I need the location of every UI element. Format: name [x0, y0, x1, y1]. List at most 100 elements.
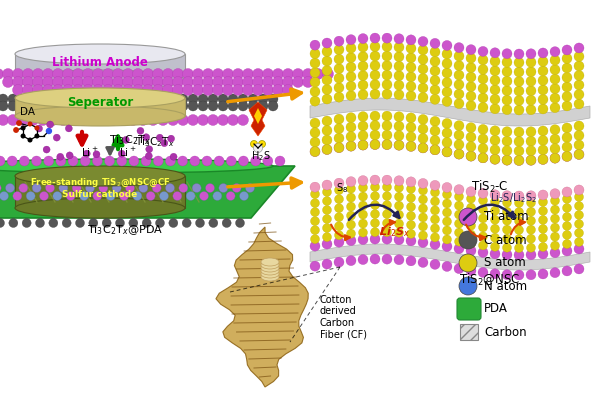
Circle shape	[253, 69, 263, 79]
Circle shape	[562, 101, 572, 111]
Circle shape	[370, 61, 380, 71]
Circle shape	[167, 114, 179, 125]
Circle shape	[562, 72, 572, 83]
Circle shape	[152, 183, 161, 193]
Circle shape	[538, 154, 548, 164]
Circle shape	[152, 77, 163, 87]
Circle shape	[431, 197, 439, 206]
Circle shape	[23, 69, 34, 79]
Circle shape	[88, 94, 98, 104]
Circle shape	[502, 95, 512, 105]
Circle shape	[394, 90, 404, 100]
Circle shape	[539, 197, 548, 206]
Circle shape	[526, 86, 536, 96]
Circle shape	[133, 77, 143, 87]
Circle shape	[43, 146, 50, 153]
Circle shape	[335, 204, 343, 213]
Circle shape	[550, 47, 560, 57]
Circle shape	[152, 85, 163, 96]
Circle shape	[359, 210, 367, 219]
Circle shape	[563, 212, 571, 222]
Circle shape	[538, 94, 548, 104]
Circle shape	[35, 126, 39, 130]
Circle shape	[346, 62, 356, 72]
Circle shape	[163, 77, 173, 87]
Circle shape	[514, 137, 524, 146]
Circle shape	[454, 149, 464, 159]
Circle shape	[574, 131, 584, 141]
Circle shape	[209, 218, 218, 227]
Circle shape	[335, 213, 343, 222]
Circle shape	[178, 114, 188, 125]
Circle shape	[442, 49, 452, 59]
Circle shape	[562, 82, 572, 92]
Circle shape	[418, 124, 428, 134]
Circle shape	[562, 187, 572, 197]
Circle shape	[406, 62, 416, 72]
Circle shape	[311, 190, 320, 198]
Circle shape	[442, 147, 452, 157]
Circle shape	[574, 264, 584, 274]
Circle shape	[92, 156, 103, 166]
Circle shape	[347, 202, 355, 211]
Circle shape	[28, 114, 38, 125]
Circle shape	[371, 227, 380, 237]
Circle shape	[173, 77, 184, 87]
Circle shape	[334, 54, 344, 64]
Bar	[460, 324, 478, 340]
Circle shape	[562, 63, 572, 73]
Circle shape	[80, 156, 90, 166]
Circle shape	[490, 126, 500, 136]
Circle shape	[370, 89, 380, 99]
FancyBboxPatch shape	[457, 298, 481, 320]
Circle shape	[370, 175, 380, 185]
Circle shape	[346, 236, 356, 246]
Ellipse shape	[15, 44, 185, 64]
Circle shape	[478, 268, 488, 278]
Circle shape	[526, 155, 536, 165]
Circle shape	[218, 101, 228, 111]
Ellipse shape	[261, 258, 279, 266]
Circle shape	[322, 56, 332, 66]
Circle shape	[169, 218, 178, 227]
Circle shape	[346, 91, 356, 100]
Circle shape	[382, 130, 392, 140]
Circle shape	[146, 146, 153, 153]
Circle shape	[478, 102, 488, 112]
Circle shape	[418, 93, 428, 102]
Circle shape	[442, 58, 452, 68]
Circle shape	[334, 73, 344, 83]
Circle shape	[226, 191, 235, 200]
Circle shape	[550, 268, 560, 278]
Circle shape	[478, 46, 488, 56]
Circle shape	[514, 67, 524, 77]
Circle shape	[514, 96, 524, 106]
Ellipse shape	[15, 198, 185, 218]
Circle shape	[14, 128, 18, 132]
Circle shape	[258, 94, 268, 104]
Circle shape	[323, 187, 331, 197]
Circle shape	[383, 210, 392, 219]
Circle shape	[334, 143, 344, 153]
Circle shape	[335, 222, 343, 231]
Circle shape	[62, 85, 74, 96]
Circle shape	[7, 114, 19, 125]
Circle shape	[562, 123, 572, 133]
Circle shape	[491, 215, 499, 224]
Text: Li$^+$: Li$^+$	[119, 146, 137, 159]
Circle shape	[478, 83, 488, 93]
Circle shape	[490, 145, 500, 155]
Circle shape	[92, 85, 104, 96]
Circle shape	[382, 140, 392, 150]
Circle shape	[346, 141, 356, 151]
Circle shape	[138, 94, 148, 104]
Circle shape	[228, 94, 238, 104]
Circle shape	[574, 149, 584, 160]
Circle shape	[418, 178, 428, 189]
Circle shape	[192, 183, 201, 193]
Circle shape	[347, 229, 355, 238]
Circle shape	[538, 269, 548, 279]
Circle shape	[13, 77, 23, 87]
Circle shape	[334, 133, 344, 143]
Circle shape	[454, 264, 464, 274]
